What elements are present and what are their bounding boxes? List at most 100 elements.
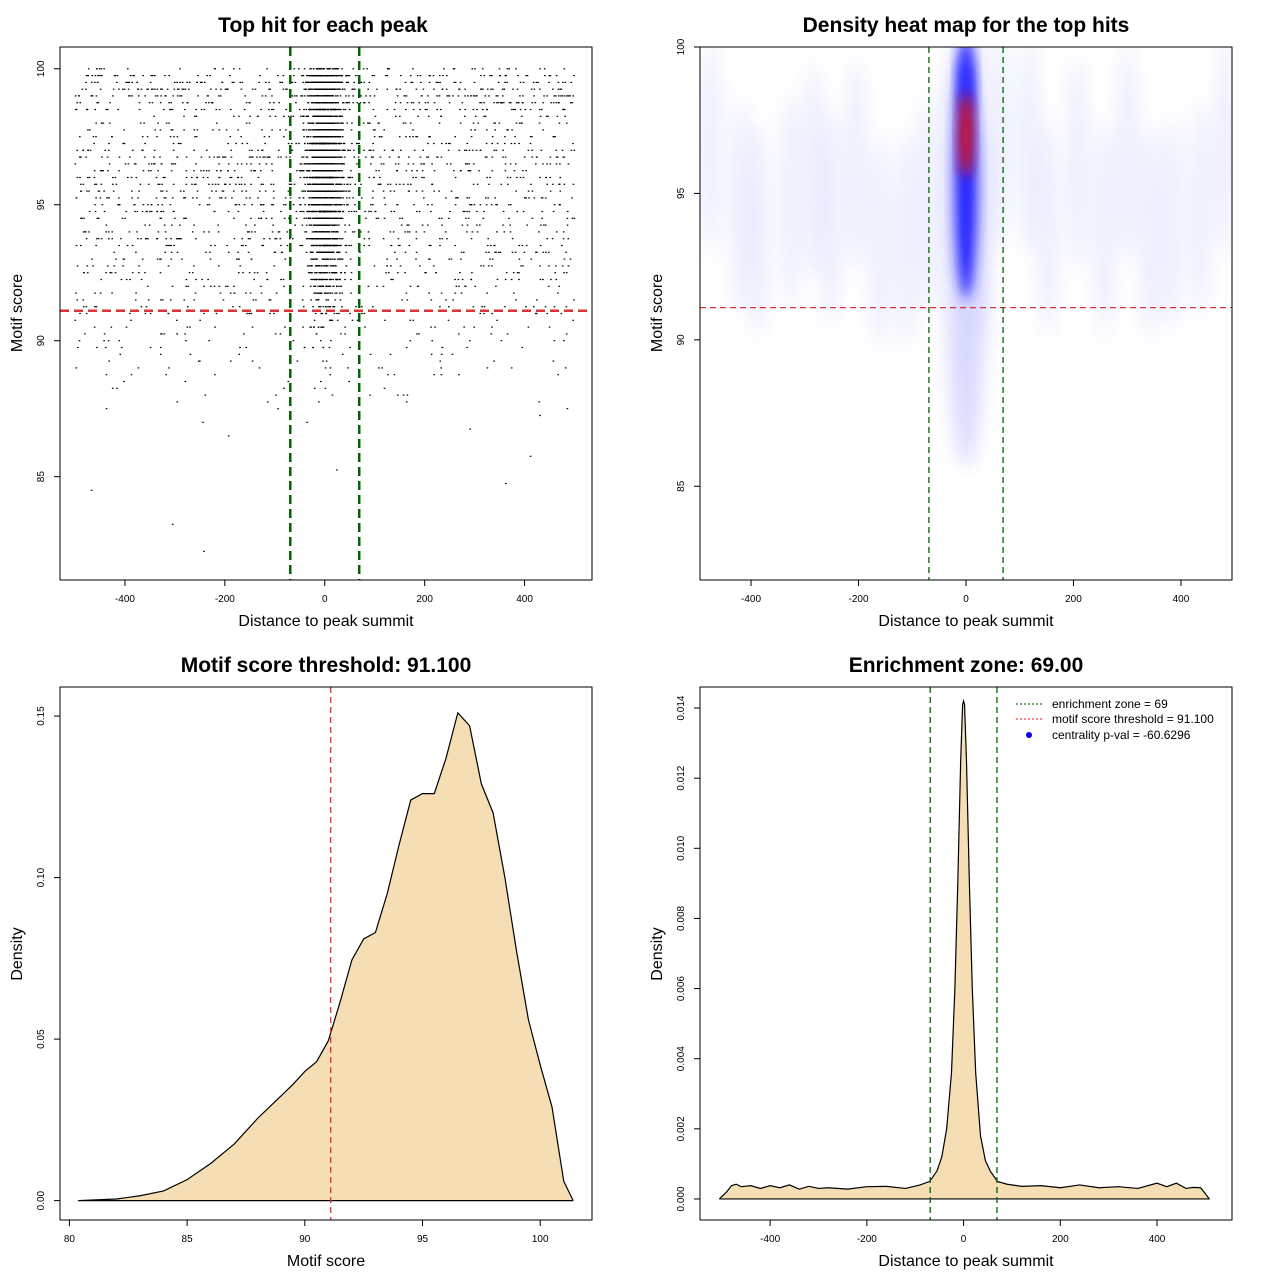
scatter-point (547, 251, 550, 253)
scatter-point (330, 224, 333, 226)
scatter-point (521, 346, 524, 349)
scatter-point (336, 292, 338, 294)
x-tick-label: 200 (1065, 594, 1082, 605)
scatter-point (326, 258, 329, 260)
scatter-point (251, 326, 254, 328)
scatter-point (447, 95, 450, 97)
scatter-point (275, 292, 278, 294)
scatter-point (491, 258, 494, 260)
scatter-point (446, 95, 448, 97)
scatter-point (329, 251, 331, 253)
scatter-point (370, 149, 372, 151)
scatter-point (324, 278, 327, 281)
scatter-point (318, 306, 320, 308)
scatter-point (337, 136, 339, 138)
scatter-point (316, 251, 318, 253)
scatter-point (439, 81, 441, 83)
scatter-point (278, 231, 281, 233)
scatter-point (565, 333, 568, 335)
scatter-point (348, 108, 351, 111)
scatter-point (184, 333, 186, 335)
scatter-point (510, 204, 512, 206)
scatter-point (527, 149, 530, 151)
scatter-point (484, 115, 487, 117)
scatter-point (106, 197, 108, 199)
scatter-point (379, 136, 381, 138)
scatter-point (504, 75, 507, 77)
scatter-point (313, 88, 316, 90)
scatter-point (467, 95, 469, 97)
scatter-point (512, 88, 514, 90)
scatter-point (150, 163, 153, 165)
scatter-point (301, 190, 303, 192)
density-blob (1161, 112, 1182, 333)
scatter-point (100, 122, 103, 124)
scatter-point (504, 278, 507, 281)
density-blob (845, 54, 866, 275)
scatter-point (328, 306, 331, 308)
scatter-point (169, 299, 172, 301)
scatter-point (176, 401, 179, 403)
scatter-point (440, 292, 443, 294)
scatter-point (555, 75, 558, 77)
scatter-point (496, 319, 498, 321)
scatter-point (136, 81, 138, 83)
scatter-point (226, 88, 229, 90)
scatter-point (474, 285, 476, 287)
scatter-point (453, 68, 456, 70)
scatter-point (154, 129, 156, 131)
scatter-point (320, 292, 322, 294)
scatter-point (160, 95, 162, 97)
scatter-point (461, 278, 464, 281)
scatter-point (429, 75, 431, 77)
scatter-point (314, 176, 317, 179)
scatter-point (405, 170, 408, 172)
scatter-point (546, 95, 548, 97)
scatter-point (325, 299, 327, 301)
scatter-point (342, 163, 345, 165)
scatter-point (323, 163, 326, 165)
scatter-point (179, 68, 181, 70)
scatter-point (322, 75, 324, 77)
scatter-point (150, 170, 152, 172)
scatter-point (273, 251, 276, 253)
scatter-point (329, 68, 331, 70)
scatter-point (159, 129, 162, 131)
scatter-point (319, 244, 322, 247)
scatter-point (425, 272, 427, 274)
scatter-point (528, 197, 530, 199)
scatter-point (494, 122, 496, 124)
scatter-point (322, 122, 324, 124)
scatter-point (379, 183, 382, 185)
scatter-point (332, 75, 335, 77)
scatter-point (555, 278, 558, 281)
scatter-point (519, 95, 521, 97)
scatter-point (469, 204, 471, 206)
scatter-point (340, 272, 343, 274)
scatter-point (542, 278, 544, 281)
scatter-point (102, 170, 104, 172)
scatter-point (502, 149, 504, 151)
scatter-point (306, 156, 309, 158)
scatter-point (192, 197, 194, 199)
scatter-point (327, 95, 330, 97)
scatter-point (333, 312, 336, 315)
scatter-point (322, 156, 325, 158)
scatter-point (245, 197, 248, 199)
scatter-point (100, 238, 103, 240)
scatter-point (478, 170, 480, 172)
scatter-point (348, 176, 350, 179)
scatter-point (416, 333, 418, 335)
y-tick-label: 95 (36, 199, 47, 211)
scatter-point (399, 102, 402, 104)
scatter-point (303, 88, 306, 90)
scatter-point (489, 176, 491, 179)
scatter-point (184, 380, 187, 383)
scatter-point (485, 204, 488, 206)
scatter-point (233, 68, 235, 70)
scatter-point (488, 95, 490, 97)
scatter-point (323, 142, 326, 145)
scatter-point (159, 258, 161, 260)
scatter-point (327, 299, 329, 301)
scatter-point (331, 102, 334, 104)
